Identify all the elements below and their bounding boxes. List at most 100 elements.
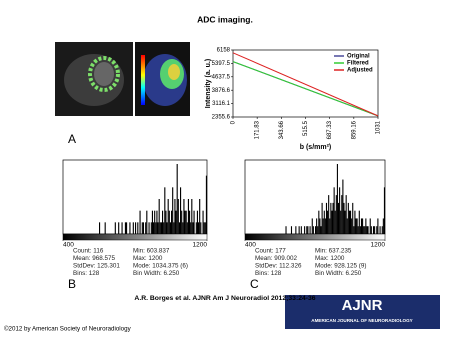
legend-label: Filtered bbox=[347, 61, 369, 67]
stat: Min: 603.837 bbox=[133, 248, 170, 255]
histogram-bar bbox=[369, 218, 371, 234]
histogram-bar bbox=[189, 210, 191, 234]
histogram-bar bbox=[159, 222, 161, 234]
histogram-bar bbox=[323, 210, 325, 234]
x-tick-label: 0 bbox=[231, 120, 237, 124]
x-tick-label: 1200 bbox=[193, 242, 208, 249]
histogram-bar bbox=[336, 164, 338, 234]
histogram-bar bbox=[104, 222, 106, 234]
stat: Max: 1200 bbox=[315, 255, 345, 262]
panel-label: B bbox=[68, 277, 76, 291]
stat: Bins: 128 bbox=[255, 270, 282, 277]
histogram-bar bbox=[176, 164, 178, 234]
histogram-bar bbox=[203, 222, 205, 234]
panel-label: C bbox=[250, 277, 259, 291]
x-tick-label: 687.33 bbox=[327, 120, 333, 139]
histogram-bar bbox=[198, 222, 200, 234]
histogram-bar bbox=[342, 179, 344, 234]
histogram-bar bbox=[146, 210, 148, 234]
histogram-bar bbox=[339, 187, 341, 234]
histogram-bar bbox=[155, 222, 157, 234]
histogram-bar bbox=[359, 226, 361, 234]
histogram-bar bbox=[343, 202, 345, 234]
histogram-bar bbox=[351, 218, 353, 234]
histogram-bar bbox=[354, 210, 356, 234]
logo-box bbox=[285, 295, 440, 329]
histogram-bar bbox=[153, 222, 155, 234]
x-tick-label: 859.16 bbox=[351, 120, 357, 139]
histogram-bar bbox=[178, 222, 180, 234]
histogram-bar bbox=[333, 187, 335, 234]
histogram-bar bbox=[167, 199, 169, 234]
x-tick-label: 400 bbox=[63, 242, 74, 249]
histogram-bar bbox=[158, 199, 160, 234]
gray-scale-bar bbox=[244, 233, 386, 241]
copyright: ©2012 by American Society of Neuroradiol… bbox=[4, 326, 132, 333]
histogram-bar bbox=[182, 222, 184, 234]
histogram-bar bbox=[142, 222, 144, 234]
histogram-bar bbox=[124, 222, 126, 234]
histogram-bar bbox=[177, 199, 179, 234]
histogram-bar bbox=[129, 222, 131, 234]
histogram-bar bbox=[353, 226, 355, 234]
histogram-bar bbox=[154, 210, 156, 234]
histogram-bar bbox=[181, 210, 183, 234]
gray-scale-bar bbox=[62, 233, 208, 241]
x-tick-label: 171.83 bbox=[255, 120, 261, 139]
histogram-bar bbox=[183, 199, 185, 234]
histogram-bar bbox=[374, 226, 376, 234]
histogram-bar bbox=[358, 210, 360, 234]
series-line bbox=[232, 52, 379, 117]
histogram-bar bbox=[329, 218, 331, 234]
histogram-bar bbox=[347, 202, 349, 234]
histogram-bar bbox=[311, 218, 313, 234]
stat: Bin Width: 6.250 bbox=[315, 270, 362, 277]
x-tick-label: 515.5 bbox=[303, 120, 309, 136]
stat: StdDev: 125.301 bbox=[73, 263, 120, 270]
histogram-bar bbox=[381, 226, 383, 234]
histogram-bar bbox=[315, 226, 317, 234]
histogram-bar bbox=[328, 195, 330, 234]
histogram-bar bbox=[175, 210, 177, 234]
histogram-bar bbox=[285, 226, 287, 234]
histogram-bar bbox=[309, 226, 311, 234]
stat: Bins: 128 bbox=[73, 270, 100, 277]
y-tick-label: 4637.5 bbox=[212, 74, 231, 80]
y-axis-label: Intensity (a. u.) bbox=[205, 59, 212, 108]
x-tick-label: 1031 bbox=[376, 120, 382, 134]
histogram-bar bbox=[118, 222, 120, 234]
stat: Min: 637.235 bbox=[315, 248, 352, 255]
histogram-bar bbox=[132, 222, 134, 234]
histogram-bar bbox=[169, 222, 171, 234]
legend-label: Original bbox=[347, 54, 370, 60]
histogram-bar bbox=[379, 226, 381, 234]
stat: Mode: 928.125 (9) bbox=[315, 263, 366, 270]
histogram-bar bbox=[298, 226, 300, 234]
histogram-bar bbox=[340, 210, 342, 234]
stat: Max: 1200 bbox=[133, 255, 163, 262]
histogram-bar bbox=[330, 202, 332, 234]
histogram-bar bbox=[383, 187, 385, 234]
histogram-bar bbox=[185, 210, 187, 234]
stat: Mean: 909.002 bbox=[255, 255, 298, 262]
histogram-bar bbox=[139, 210, 141, 234]
histogram-bar bbox=[166, 222, 168, 234]
histogram-bar bbox=[377, 218, 379, 234]
histogram-bar bbox=[366, 226, 368, 234]
histogram-bar bbox=[327, 210, 329, 234]
histogram-bar bbox=[172, 187, 174, 234]
histogram-bar bbox=[376, 226, 378, 234]
histogram-bar bbox=[99, 222, 101, 234]
mri-images bbox=[55, 42, 190, 116]
histogram-bar bbox=[365, 218, 367, 234]
x-tick-label: 400 bbox=[245, 242, 256, 249]
histogram-bar bbox=[173, 222, 175, 234]
y-tick-label: 3876.6 bbox=[212, 88, 231, 94]
histogram-bar bbox=[360, 218, 363, 234]
histogram-bar bbox=[202, 210, 204, 234]
histogram-bar bbox=[162, 210, 164, 234]
histogram-bar bbox=[320, 226, 322, 234]
stat: Bin Width: 6.250 bbox=[133, 270, 180, 277]
histogram-bar bbox=[156, 210, 158, 234]
